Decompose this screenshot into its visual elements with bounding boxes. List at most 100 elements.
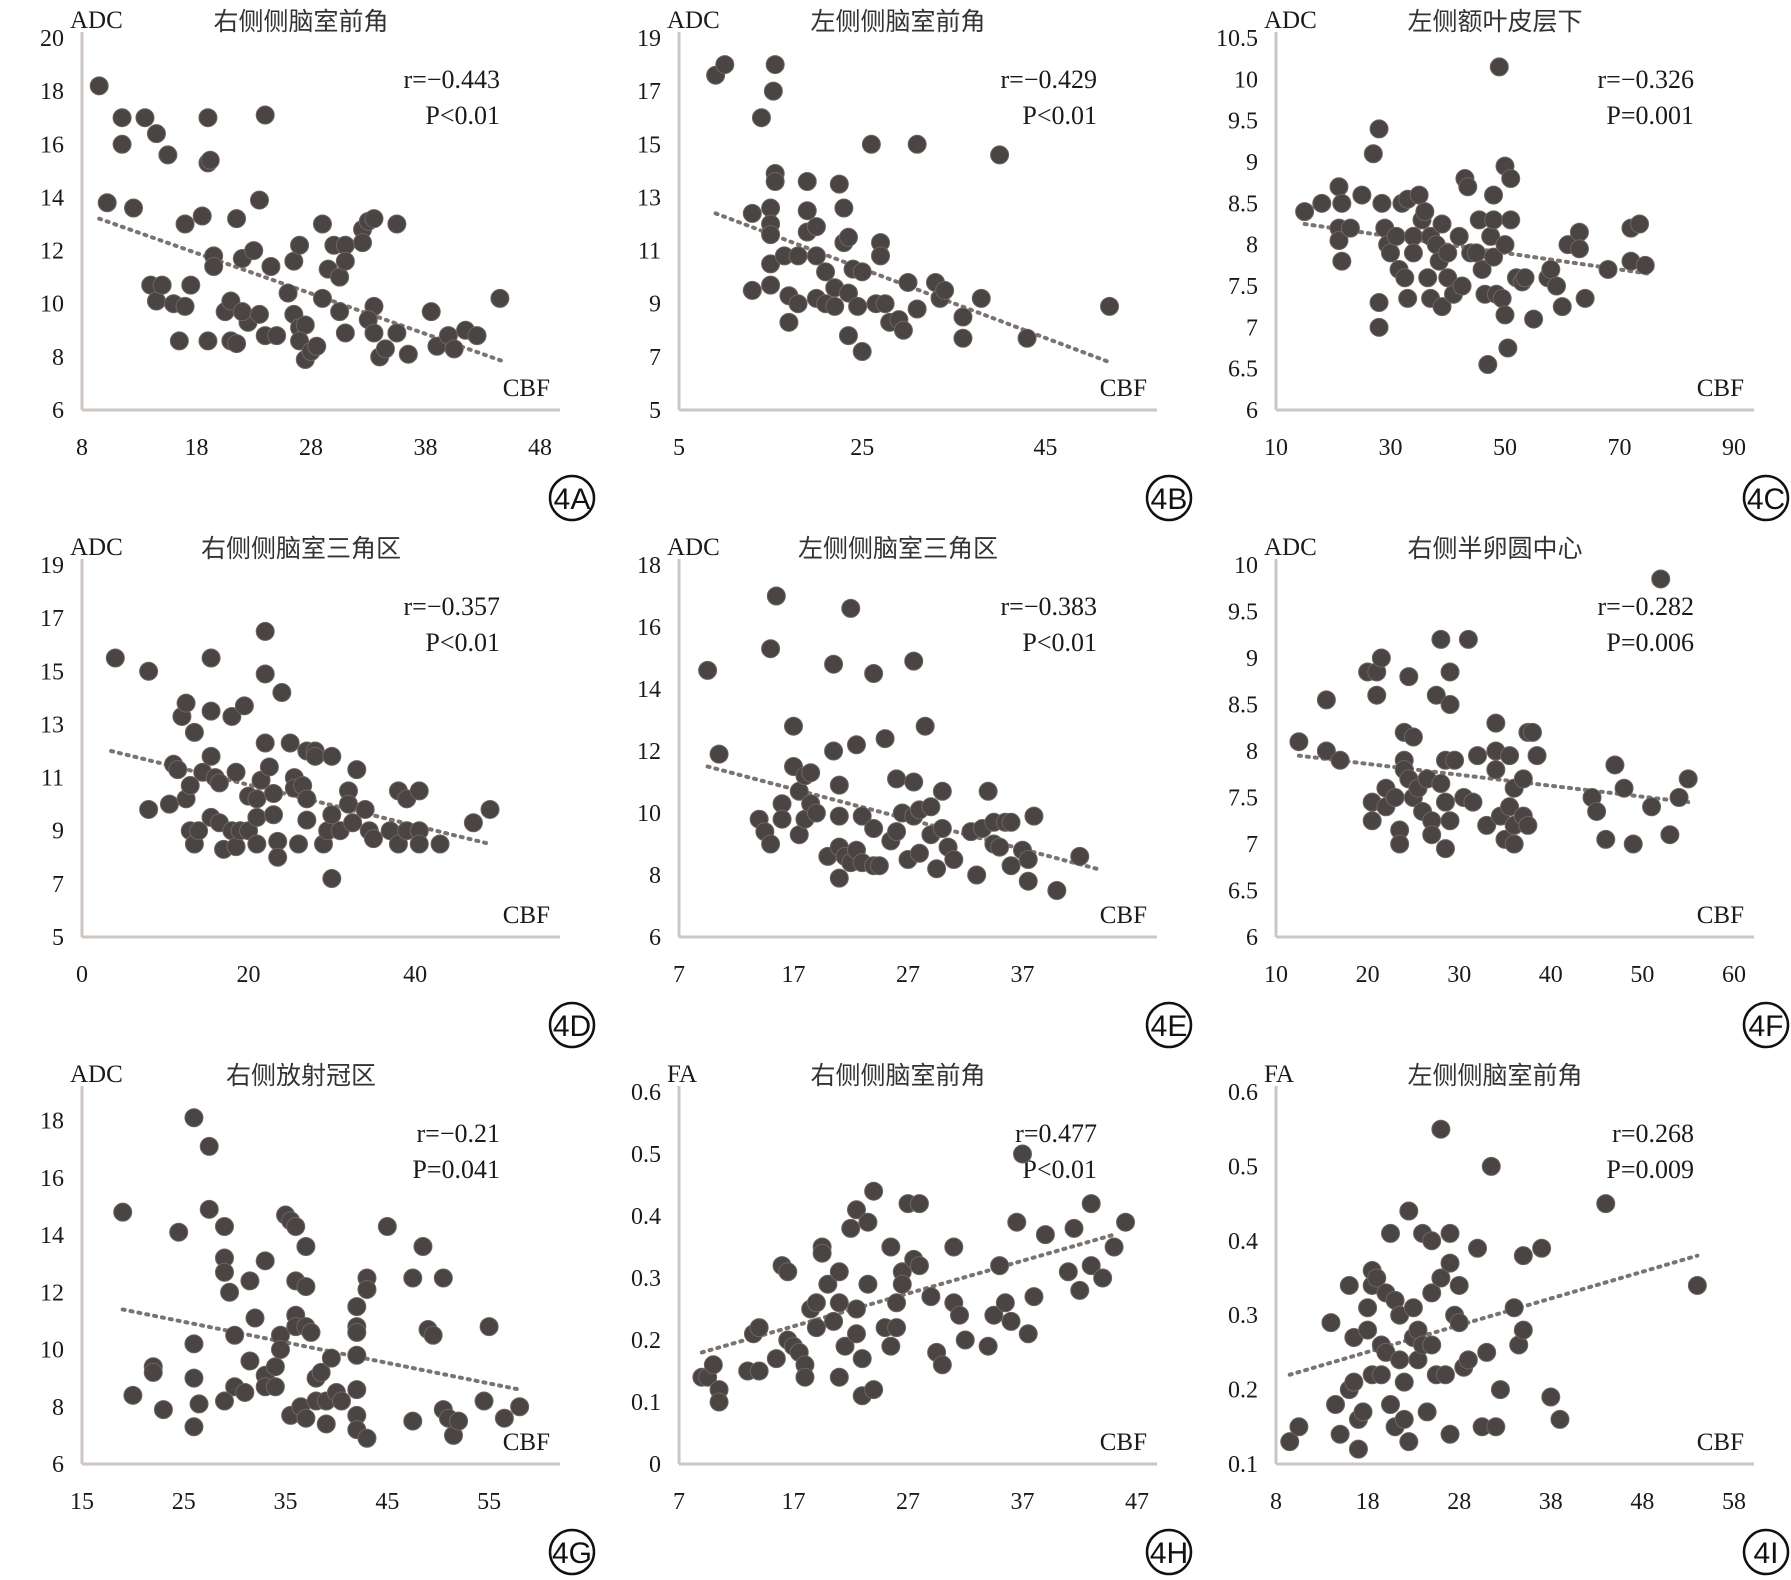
x-axis-label: CBF [1697,1429,1744,1456]
data-point [1458,177,1478,197]
data-point [176,693,196,713]
data-point [1409,185,1429,205]
p-value: P=0.001 [1606,101,1694,130]
data-point [1440,1424,1460,1444]
data-point [1018,850,1038,869]
data-point [265,1357,285,1377]
panel-badge-circle [1742,1528,1790,1576]
data-point [1486,760,1506,780]
x-tick-label: 45 [375,1489,399,1515]
data-point [1518,815,1538,835]
data-point [995,1293,1015,1313]
data-point [1495,235,1515,255]
data-point [335,323,355,343]
data-point [1367,685,1387,705]
data-point [1403,1298,1423,1318]
y-axis-label: ADC [70,1061,123,1088]
y-tick-label: 5 [52,925,64,951]
data-point [990,145,1010,165]
data-point [864,1380,884,1400]
data-point [198,108,218,128]
y-axis-label: ADC [667,534,720,561]
data-point [1329,177,1349,197]
x-tick-label: 37 [1011,962,1035,988]
data-point [1064,1218,1084,1238]
data-point [788,246,808,266]
data-point [375,339,395,359]
data-point [332,1391,352,1411]
data-point [1440,1223,1460,1243]
correlation-r: r=−0.21 [417,1119,500,1148]
data-point [240,1351,260,1371]
x-tick-label: 30 [1447,962,1471,988]
scatter-panel-4c: 6 6.5 7 7.5 8 8.5 9 9.5 10 10.5 10 30 50 70 90 ADC CBF 左侧… [1194,0,1791,526]
data-point [761,275,781,295]
data-point [139,661,159,681]
data-point [311,1362,331,1382]
data-point [1501,210,1521,230]
data-point [1435,1365,1455,1385]
data-point [1381,243,1400,263]
data-point [1289,732,1309,752]
data-point [201,701,221,721]
data-point [1390,1350,1410,1370]
x-tick-label: 55 [477,1489,501,1515]
data-point [1422,825,1442,845]
chart-title: 左侧侧脑室前角 [1407,1061,1582,1090]
x-tick-label: 28 [299,435,323,461]
data-point [1466,243,1486,263]
data-point [1316,690,1336,710]
data-point [184,1108,204,1128]
data-point [909,843,929,863]
panel-badge-circle [548,1528,596,1576]
data-point [761,198,781,218]
chart-title: 右侧侧脑室三角区 [201,534,401,563]
data-point [255,664,275,684]
data-point [1498,338,1518,358]
data-point [1495,305,1515,325]
data-point [1468,746,1488,766]
data-point [1348,1439,1368,1459]
y-tick-label: 6 [52,1452,64,1478]
data-point [1415,202,1435,222]
data-point [984,1305,1004,1325]
data-point [1372,193,1392,213]
y-tick-label: 16 [40,132,64,158]
data-point [199,1199,219,1219]
data-point [1596,1194,1616,1214]
data-point [387,323,407,343]
y-tick-label: 16 [637,615,661,641]
y-tick-label: 0.1 [631,1390,661,1416]
data-point [864,1181,884,1201]
panel-badge-circle [548,474,596,522]
x-tick-label: 60 [1722,962,1746,988]
data-point [1431,1119,1451,1139]
data-point [214,1391,234,1411]
data-point [347,1380,367,1400]
data-point [846,735,866,755]
panel-badge-circle [1145,1001,1193,1049]
data-point [861,134,881,154]
data-point [1352,185,1372,205]
data-point [209,773,229,793]
data-point [280,733,300,753]
data-point [1398,288,1418,308]
data-point [1340,218,1360,238]
data-point [247,789,267,809]
y-tick-label: 17 [40,606,64,632]
data-point [1440,695,1460,714]
data-point [881,1336,901,1356]
data-point [146,124,166,144]
data-point [1431,629,1451,649]
data-point [377,1216,397,1236]
scatter-panel-4h: 0 0.1 0.2 0.3 0.4 0.5 0.6 7 17 27 37 47 FA CBF 右侧侧脑室前角… [597,1054,1194,1580]
x-tick-label: 37 [1011,1489,1035,1515]
data-point [413,1237,433,1257]
y-tick-label: 0.4 [1228,1229,1258,1255]
scatter-plot: 0.1 0.2 0.3 0.4 0.5 0.6 8 18 28 38 48 58 FA CBF 左侧侧脑室前… [1228,1061,1790,1576]
data-point [1280,1432,1300,1452]
y-tick-label: 13 [40,712,64,738]
data-point [268,847,288,867]
y-tick-label: 7.5 [1228,786,1258,812]
